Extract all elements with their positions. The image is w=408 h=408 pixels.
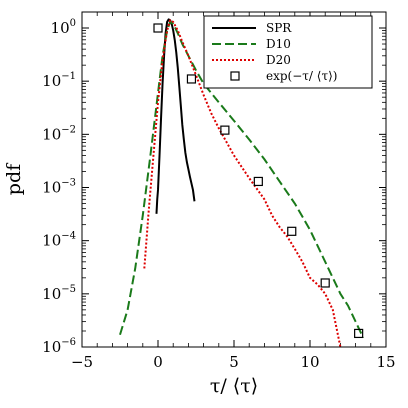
y-tick-label: 100: [51, 18, 76, 37]
y-tick-label: 10−6: [42, 337, 76, 356]
legend-label: D20: [266, 53, 291, 67]
series-2-line: [119, 20, 365, 339]
x-tick-label: 10: [300, 353, 319, 371]
y-tick-label: 10−1: [42, 71, 76, 90]
series-4-marker: [220, 125, 230, 135]
y-tick-label: 10−2: [42, 124, 76, 143]
data-series: [119, 18, 365, 348]
x-tick-label: −5: [71, 353, 93, 371]
legend-label: exp(−τ/ ⟨τ⟩): [266, 69, 337, 83]
series-4-marker: [354, 328, 364, 339]
x-tick-label: 15: [376, 353, 395, 371]
tick-labels: −5 0 5 10 15 10−6 10−5 10−4 10−3 10−2 10−1 100: [42, 18, 395, 371]
y-tick-label: 10−4: [42, 231, 76, 250]
series-4-marker: [153, 23, 163, 33]
legend-label: SPR: [266, 21, 292, 35]
series-4-marker: [253, 176, 263, 187]
plot-frame: [81, 11, 387, 348]
y-axis-label: pdf: [3, 162, 25, 195]
series-4-marker: [287, 226, 297, 236]
x-axis-label: τ/ ⟨τ⟩: [210, 375, 258, 397]
y-tick-label: 10−5: [42, 284, 76, 303]
x-tick-label: 5: [229, 353, 239, 371]
legend: SPR D10 D20 exp(−τ/ ⟨τ⟩): [203, 15, 373, 89]
series-4-marker: [320, 278, 330, 288]
legend-swatch-marker: [230, 71, 240, 81]
legend-label: D10: [266, 37, 291, 51]
series-3-line: [143, 19, 342, 348]
series-1-line: [155, 18, 196, 214]
x-tick-label: 0: [153, 353, 163, 371]
y-tick-label: 10−3: [42, 178, 76, 197]
series-4-marker: [186, 74, 197, 84]
